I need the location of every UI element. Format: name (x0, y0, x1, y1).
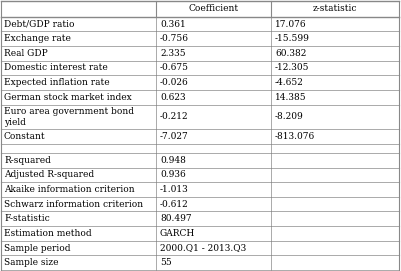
Text: Sample size: Sample size (4, 258, 59, 267)
Text: Akaike information criterion: Akaike information criterion (4, 185, 135, 194)
Text: -0.612: -0.612 (160, 200, 189, 209)
Text: 14.385: 14.385 (275, 93, 307, 102)
Text: Schwarz information criterion: Schwarz information criterion (4, 200, 143, 209)
Text: 0.623: 0.623 (160, 93, 186, 102)
Text: F-statistic: F-statistic (4, 214, 50, 223)
Text: Estimation method: Estimation method (4, 229, 91, 238)
Text: R-squared: R-squared (4, 156, 51, 165)
Text: -0.026: -0.026 (160, 78, 189, 87)
Text: -12.305: -12.305 (275, 63, 310, 72)
Text: Coefficient: Coefficient (188, 4, 239, 13)
Text: -1.013: -1.013 (160, 185, 189, 194)
Text: Exchange rate: Exchange rate (4, 34, 71, 43)
Text: -813.076: -813.076 (275, 132, 315, 141)
Text: 2000.Q1 - 2013.Q3: 2000.Q1 - 2013.Q3 (160, 244, 246, 253)
Text: -15.599: -15.599 (275, 34, 310, 43)
Text: Adjusted R-squared: Adjusted R-squared (4, 170, 94, 179)
Text: Euro area government bond
yield: Euro area government bond yield (4, 107, 134, 127)
Text: Domestic interest rate: Domestic interest rate (4, 63, 108, 72)
Text: z-statistic: z-statistic (313, 4, 357, 13)
Text: -8.209: -8.209 (275, 112, 304, 121)
Text: GARCH: GARCH (160, 229, 195, 238)
Text: -0.675: -0.675 (160, 63, 189, 72)
Text: -0.756: -0.756 (160, 34, 189, 43)
Text: Expected inflation rate: Expected inflation rate (4, 78, 109, 87)
Text: Constant: Constant (4, 132, 46, 141)
Text: Real GDP: Real GDP (4, 49, 48, 58)
Text: Debt/GDP ratio: Debt/GDP ratio (4, 20, 75, 28)
Text: 80.497: 80.497 (160, 214, 192, 223)
Text: 2.335: 2.335 (160, 49, 186, 58)
Text: 60.382: 60.382 (275, 49, 306, 58)
Text: Sample period: Sample period (4, 244, 71, 253)
Text: 0.361: 0.361 (160, 20, 186, 28)
Text: 17.076: 17.076 (275, 20, 307, 28)
Text: -7.027: -7.027 (160, 132, 189, 141)
Text: -0.212: -0.212 (160, 112, 188, 121)
Text: German stock market index: German stock market index (4, 93, 132, 102)
Text: 55: 55 (160, 258, 172, 267)
Text: -4.652: -4.652 (275, 78, 304, 87)
Text: 0.936: 0.936 (160, 170, 186, 179)
Text: 0.948: 0.948 (160, 156, 186, 165)
